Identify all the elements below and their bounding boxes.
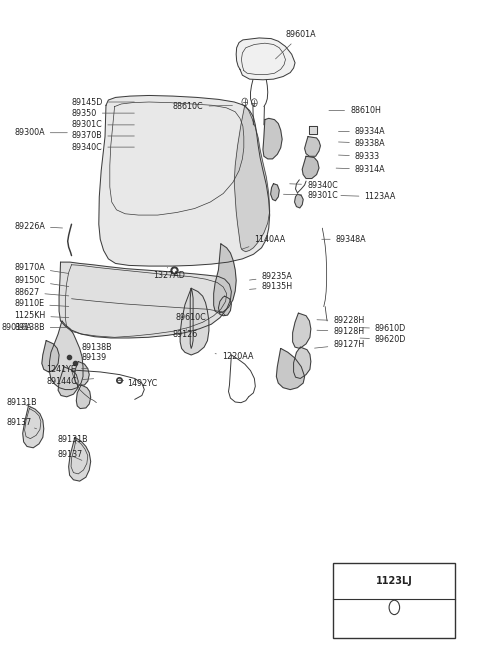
Text: 89131B: 89131B <box>6 398 37 408</box>
Polygon shape <box>295 194 303 208</box>
Text: 89340C: 89340C <box>289 181 338 189</box>
Polygon shape <box>271 183 279 200</box>
Polygon shape <box>74 362 89 385</box>
Text: 88610C: 88610C <box>173 102 232 111</box>
Text: 1220AA: 1220AA <box>215 352 253 362</box>
Text: 89370B: 89370B <box>72 132 134 140</box>
Text: 89301C: 89301C <box>72 121 134 130</box>
Polygon shape <box>59 262 231 338</box>
Text: 89145D: 89145D <box>72 98 134 107</box>
Polygon shape <box>293 313 311 348</box>
Text: 89301C: 89301C <box>284 191 338 200</box>
Polygon shape <box>310 126 317 134</box>
Text: 1140AA: 1140AA <box>241 234 286 250</box>
Text: 1125KH: 1125KH <box>14 311 69 320</box>
Text: 89137: 89137 <box>6 418 36 429</box>
Polygon shape <box>302 157 319 178</box>
Polygon shape <box>218 296 231 316</box>
Text: 89170A: 89170A <box>14 263 69 274</box>
Polygon shape <box>214 244 236 313</box>
Polygon shape <box>305 137 321 157</box>
Text: 88627: 88627 <box>14 288 69 297</box>
Polygon shape <box>49 321 83 390</box>
Text: 89333: 89333 <box>338 152 380 160</box>
Polygon shape <box>263 119 282 159</box>
Polygon shape <box>76 385 91 409</box>
Text: 89300A: 89300A <box>14 128 67 138</box>
Text: 1492YC: 1492YC <box>120 379 158 388</box>
Text: 89338A: 89338A <box>338 139 385 147</box>
Text: 89110E: 89110E <box>14 299 69 309</box>
Text: 89126: 89126 <box>173 329 198 339</box>
Text: 89350: 89350 <box>72 109 134 118</box>
Polygon shape <box>42 341 59 372</box>
Text: 89137: 89137 <box>57 451 83 460</box>
Text: 89144C: 89144C <box>46 377 94 386</box>
Text: 89127H: 89127H <box>314 340 365 349</box>
Polygon shape <box>99 96 270 266</box>
Text: 89128H: 89128H <box>317 327 364 336</box>
Text: 89010A: 89010A <box>1 323 32 332</box>
Text: 89348A: 89348A <box>322 234 366 244</box>
Text: 89150C: 89150C <box>14 276 69 286</box>
Polygon shape <box>180 288 209 355</box>
Text: 89340C: 89340C <box>72 143 134 151</box>
Text: 89620D: 89620D <box>360 335 407 344</box>
Polygon shape <box>236 38 295 80</box>
Text: 1123LJ: 1123LJ <box>376 576 413 586</box>
Text: 89228H: 89228H <box>317 316 365 326</box>
Polygon shape <box>234 105 270 252</box>
Text: 1123AA: 1123AA <box>341 193 396 201</box>
FancyBboxPatch shape <box>333 563 456 638</box>
Text: 1327AD: 1327AD <box>153 267 185 280</box>
Polygon shape <box>69 438 91 481</box>
Text: 1241YE: 1241YE <box>46 365 88 375</box>
Text: 89601A: 89601A <box>276 30 316 59</box>
Text: 89334A: 89334A <box>338 127 385 136</box>
Text: 89610C: 89610C <box>175 313 206 322</box>
Text: 89135H: 89135H <box>250 282 293 291</box>
Polygon shape <box>58 367 78 397</box>
Polygon shape <box>294 347 311 379</box>
Text: 89235A: 89235A <box>250 272 292 281</box>
Text: 89131B: 89131B <box>57 436 88 445</box>
Text: 89138B: 89138B <box>81 343 112 352</box>
Polygon shape <box>276 348 305 390</box>
Text: 89226A: 89226A <box>14 221 62 231</box>
Text: 89314A: 89314A <box>336 165 385 174</box>
Text: 89610D: 89610D <box>360 324 406 333</box>
Text: 89139: 89139 <box>81 353 107 362</box>
Text: 89138B: 89138B <box>14 323 69 332</box>
Polygon shape <box>23 406 44 448</box>
Text: 88610H: 88610H <box>329 106 381 115</box>
